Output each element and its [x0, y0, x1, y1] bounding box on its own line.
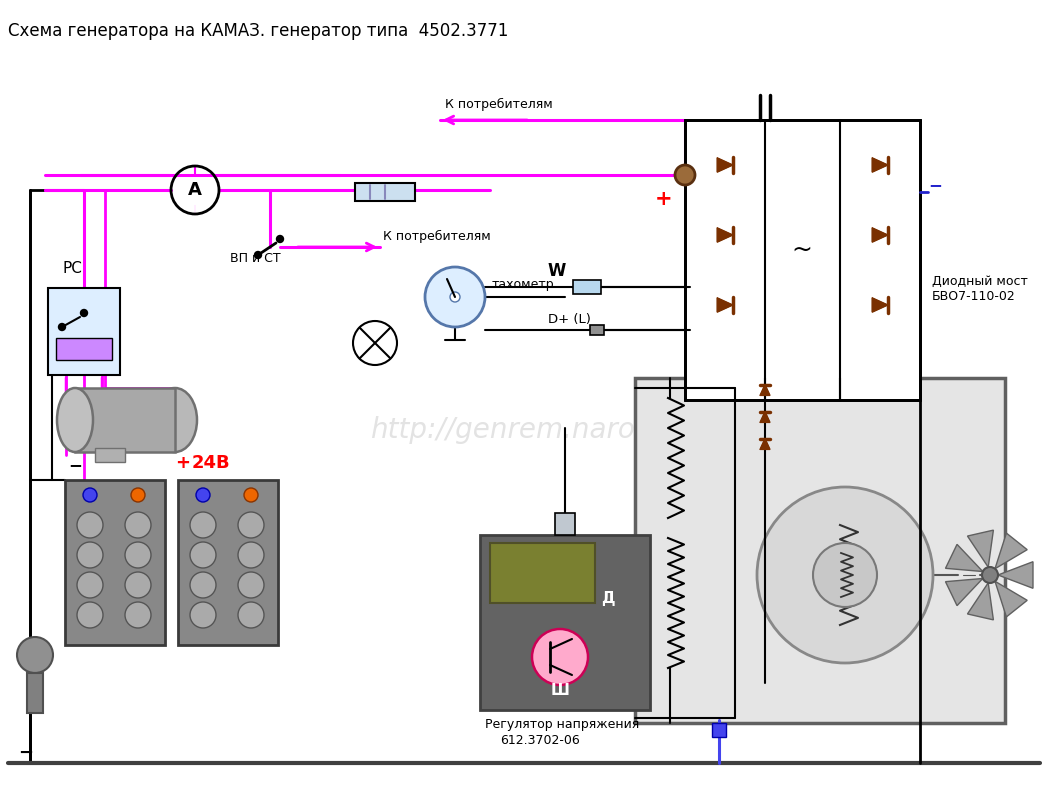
Text: −: − [18, 744, 33, 762]
Circle shape [675, 165, 695, 185]
Ellipse shape [153, 388, 197, 452]
Bar [590, 325, 604, 335]
Circle shape [254, 252, 262, 259]
Circle shape [80, 310, 88, 317]
Bar [480, 535, 650, 710]
Polygon shape [760, 384, 770, 395]
Text: 24В: 24В [192, 454, 230, 472]
Circle shape [425, 267, 485, 327]
Text: Регулятор напряжения: Регулятор напряжения [485, 718, 639, 731]
Circle shape [450, 292, 460, 302]
Polygon shape [872, 298, 888, 312]
Polygon shape [945, 578, 983, 606]
Bar [555, 513, 576, 535]
Polygon shape [872, 228, 888, 242]
Circle shape [58, 324, 65, 330]
Polygon shape [995, 533, 1027, 569]
Circle shape [190, 512, 216, 538]
Circle shape [125, 512, 151, 538]
Text: A: A [188, 181, 202, 199]
Text: 612.3702-06: 612.3702-06 [499, 734, 580, 747]
Circle shape [190, 542, 216, 568]
Circle shape [757, 487, 934, 663]
Circle shape [813, 543, 876, 607]
Text: Ш: Ш [550, 683, 569, 698]
Ellipse shape [57, 388, 93, 452]
Text: ВП и СТ: ВП и СТ [230, 252, 281, 265]
Text: К потребителям: К потребителям [383, 230, 491, 243]
Circle shape [196, 488, 210, 502]
Circle shape [238, 512, 264, 538]
Polygon shape [760, 439, 770, 450]
Circle shape [125, 602, 151, 628]
Circle shape [77, 542, 103, 568]
Bar [635, 378, 1005, 723]
Circle shape [83, 488, 97, 502]
Circle shape [77, 512, 103, 538]
Circle shape [532, 629, 588, 685]
Circle shape [238, 542, 264, 568]
Circle shape [77, 572, 103, 598]
Circle shape [77, 602, 103, 628]
Bar [178, 480, 278, 645]
Circle shape [125, 542, 151, 568]
Text: Схема генератора на КАМАЗ. генератор типа  4502.3771: Схема генератора на КАМАЗ. генератор тип… [8, 22, 508, 40]
Text: D+ (L): D+ (L) [548, 313, 591, 326]
Bar [712, 723, 727, 737]
Polygon shape [967, 582, 994, 620]
Circle shape [190, 602, 216, 628]
Polygon shape [760, 412, 770, 422]
Text: ~: ~ [792, 238, 812, 262]
Text: Д: Д [601, 591, 615, 606]
Polygon shape [995, 582, 1027, 617]
Polygon shape [967, 530, 994, 567]
Circle shape [125, 572, 151, 598]
Text: −: − [68, 456, 82, 474]
Circle shape [244, 488, 258, 502]
Circle shape [238, 572, 264, 598]
Polygon shape [717, 298, 733, 312]
Circle shape [238, 602, 264, 628]
Bar [48, 288, 120, 375]
Polygon shape [998, 562, 1033, 588]
Bar [75, 388, 175, 452]
Circle shape [190, 572, 216, 598]
Bar [56, 338, 112, 360]
Text: W: W [548, 262, 566, 280]
Text: +: + [655, 189, 673, 209]
Circle shape [17, 637, 53, 673]
Text: Диодный мост: Диодный мост [932, 275, 1027, 288]
Bar [490, 543, 595, 603]
Circle shape [353, 321, 397, 365]
Bar [355, 183, 415, 201]
Text: +: + [175, 454, 190, 472]
Polygon shape [872, 158, 888, 172]
Bar [27, 673, 43, 713]
Text: РС: РС [62, 261, 82, 276]
Polygon shape [945, 545, 983, 571]
Text: −: − [928, 176, 942, 194]
Circle shape [131, 488, 145, 502]
Polygon shape [717, 158, 733, 172]
Bar [685, 120, 920, 400]
Text: http://genrem.narod.ru: http://genrem.narod.ru [370, 416, 691, 444]
Text: К потребителям: К потребителям [445, 98, 552, 111]
Bar [65, 480, 165, 645]
Polygon shape [717, 228, 733, 242]
Bar [95, 448, 125, 462]
Circle shape [277, 236, 283, 243]
Bar [573, 280, 601, 294]
Text: БВО7-110-02: БВО7-110-02 [932, 290, 1016, 303]
Text: тахометр: тахометр [492, 278, 554, 291]
Circle shape [982, 567, 998, 583]
